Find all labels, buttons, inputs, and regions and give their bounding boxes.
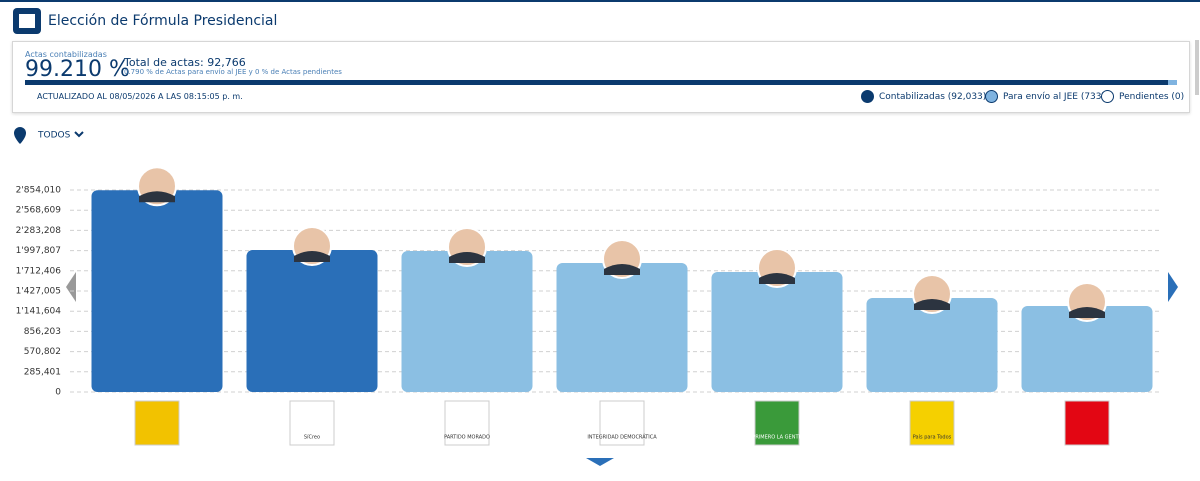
percent: 99.210 % bbox=[25, 57, 130, 82]
candidate-suit bbox=[449, 252, 485, 264]
bar bbox=[246, 250, 378, 392]
candidate-suit bbox=[759, 273, 795, 285]
progress-bar bbox=[25, 80, 1177, 85]
candidate-photo bbox=[602, 238, 642, 279]
candidate-suit bbox=[914, 299, 950, 311]
candidate-suit bbox=[139, 191, 175, 203]
party-logo bbox=[754, 400, 800, 446]
bar bbox=[866, 298, 998, 392]
y-tick-label: 0 bbox=[55, 388, 61, 398]
bar bbox=[711, 272, 843, 392]
detail: 0.790 % de Actas para envío al JEE y 0 %… bbox=[124, 68, 342, 76]
party-logo bbox=[1064, 400, 1110, 446]
party-logo bbox=[909, 400, 955, 446]
scrollbar bbox=[1195, 40, 1199, 95]
party-name: PRIMERO LA GENTE bbox=[752, 435, 801, 441]
candidate-photo bbox=[447, 227, 487, 268]
y-tick-label: 2'854,010 bbox=[16, 186, 62, 196]
party-logo bbox=[289, 400, 335, 446]
legend-swatch bbox=[861, 90, 874, 103]
candidate-suit bbox=[1069, 307, 1105, 319]
legend-item: Para envío al JEE (733) bbox=[985, 90, 1105, 103]
party-name: INTEGRIDAD DEMOCRÁTICA bbox=[587, 434, 657, 441]
legend-swatch bbox=[1101, 90, 1114, 103]
updated: ACTUALIZADO AL 08/05/2026 A LAS 08:15:05… bbox=[37, 92, 243, 101]
bar bbox=[556, 262, 688, 392]
y-tick-label: 2'283,208 bbox=[16, 226, 62, 236]
y-tick-label: 570,802 bbox=[24, 347, 61, 357]
legend-item: Contabilizadas (92,033) bbox=[861, 90, 986, 103]
party-logo bbox=[599, 400, 645, 446]
expand-arrow[interactable] bbox=[586, 458, 614, 466]
header: Elección de Fórmula Presidencial bbox=[0, 0, 1200, 40]
candidate-photo bbox=[1067, 282, 1107, 323]
candidate-photo bbox=[757, 248, 797, 289]
candidate-photo bbox=[912, 274, 952, 315]
y-tick-label: 1'141,604 bbox=[16, 307, 62, 317]
legend-label: Contabilizadas (92,033) bbox=[879, 91, 987, 102]
summary-card: Actas contabilizadas 99.210 % Total de a… bbox=[12, 41, 1190, 113]
legend-label: Pendientes (0) bbox=[1119, 91, 1185, 102]
location-icon bbox=[14, 127, 26, 144]
prev-arrow[interactable] bbox=[66, 272, 76, 302]
filter-caret[interactable] bbox=[74, 131, 84, 138]
y-tick-label: 285,401 bbox=[24, 367, 61, 377]
y-tick-label: 1'712,406 bbox=[16, 266, 62, 276]
party-name: SíCreo bbox=[304, 434, 320, 441]
next-arrow[interactable] bbox=[1168, 272, 1178, 302]
party-logo bbox=[134, 400, 180, 446]
page-title: Elección de Fórmula Presidencial bbox=[48, 13, 278, 29]
progress-segment bbox=[1167, 80, 1177, 85]
bar bbox=[91, 190, 223, 392]
filter-label[interactable]: TODOS bbox=[37, 131, 71, 141]
y-tick-label: 1'427,005 bbox=[16, 287, 61, 297]
bar bbox=[401, 251, 533, 392]
party-name: PARTIDO MORADO bbox=[444, 435, 490, 441]
legend-label: Para envío al JEE (733) bbox=[1003, 91, 1106, 102]
legend-swatch bbox=[985, 90, 998, 103]
total: Total de actas: 92,766 bbox=[124, 56, 246, 69]
party-logo bbox=[444, 400, 490, 446]
candidate-photo bbox=[137, 166, 177, 207]
legend-item: Pendientes (0) bbox=[1101, 90, 1184, 103]
candidate-photo bbox=[292, 226, 332, 267]
actas-label: Actas contabilizadas bbox=[25, 50, 107, 59]
logo bbox=[13, 8, 41, 34]
y-tick-label: 1'997,807 bbox=[16, 246, 61, 256]
y-tick-label: 2'568,609 bbox=[16, 206, 62, 216]
bar bbox=[1021, 306, 1153, 392]
candidate-suit bbox=[604, 263, 640, 275]
party-name: País para Todos bbox=[913, 434, 952, 441]
candidate-suit bbox=[294, 251, 330, 263]
y-tick-label: 856,203 bbox=[24, 327, 61, 337]
progress-segment bbox=[25, 80, 1168, 85]
